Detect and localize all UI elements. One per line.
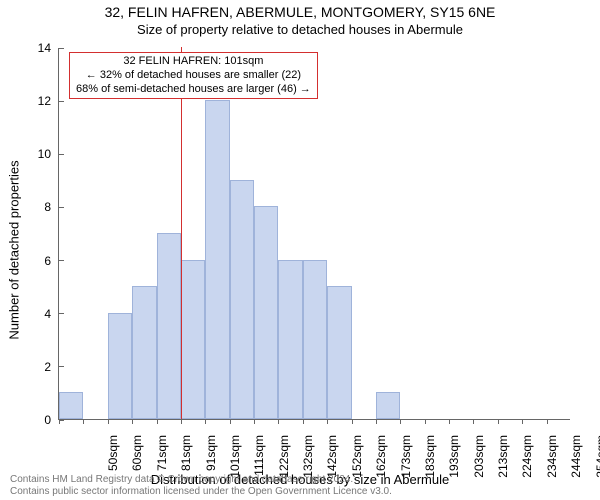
x-tick bbox=[108, 419, 109, 424]
x-tick bbox=[425, 419, 426, 424]
chart-container: 32, FELIN HAFREN, ABERMULE, MONTGOMERY, … bbox=[0, 0, 600, 500]
x-tick bbox=[181, 419, 182, 424]
histogram-bar bbox=[205, 100, 229, 419]
x-tick bbox=[449, 419, 450, 424]
histogram-bar bbox=[157, 233, 181, 419]
x-tick bbox=[230, 419, 231, 424]
x-tick bbox=[59, 419, 60, 424]
y-tick-label: 10 bbox=[38, 147, 59, 161]
y-tick bbox=[59, 366, 64, 367]
footer-line1: Contains HM Land Registry data © Crown c… bbox=[10, 474, 392, 486]
y-tick-label: 8 bbox=[44, 200, 59, 214]
footer-line2: Contains public sector information licen… bbox=[10, 486, 392, 498]
x-tick bbox=[132, 419, 133, 424]
y-tick bbox=[59, 101, 64, 102]
histogram-bar bbox=[230, 180, 254, 419]
footer: Contains HM Land Registry data © Crown c… bbox=[10, 474, 392, 498]
y-tick-label: 12 bbox=[38, 94, 59, 108]
plot-area: 0246810121450sqm60sqm71sqm81sqm91sqm101s… bbox=[58, 48, 570, 420]
histogram-bar bbox=[181, 260, 205, 419]
y-tick-label: 14 bbox=[38, 41, 59, 55]
y-tick-label: 4 bbox=[44, 307, 59, 321]
x-tick bbox=[327, 419, 328, 424]
x-tick bbox=[157, 419, 158, 424]
histogram-bar bbox=[278, 260, 302, 419]
annotation-line: 32 FELIN HAFREN: 101sqm bbox=[76, 55, 311, 69]
x-tick bbox=[83, 419, 84, 424]
annotation-line: ← 32% of detached houses are smaller (22… bbox=[76, 69, 311, 83]
histogram-bar bbox=[303, 260, 327, 419]
histogram-bar bbox=[254, 206, 278, 419]
annotation-line: 68% of semi-detached houses are larger (… bbox=[76, 83, 311, 97]
x-tick bbox=[473, 419, 474, 424]
title-line2: Size of property relative to detached ho… bbox=[0, 22, 600, 38]
x-tick bbox=[278, 419, 279, 424]
y-tick bbox=[59, 154, 64, 155]
histogram-bar bbox=[132, 286, 156, 419]
title-block: 32, FELIN HAFREN, ABERMULE, MONTGOMERY, … bbox=[0, 0, 600, 38]
y-tick-label: 2 bbox=[44, 360, 59, 374]
histogram-bar bbox=[59, 392, 83, 419]
x-tick bbox=[205, 419, 206, 424]
histogram-bar bbox=[108, 313, 132, 419]
x-tick bbox=[376, 419, 377, 424]
y-axis-label: Number of detached properties bbox=[7, 160, 22, 339]
y-tick bbox=[59, 48, 64, 49]
x-tick bbox=[498, 419, 499, 424]
x-tick bbox=[522, 419, 523, 424]
x-tick bbox=[400, 419, 401, 424]
y-tick bbox=[59, 207, 64, 208]
histogram-bar bbox=[376, 392, 400, 419]
x-tick bbox=[254, 419, 255, 424]
x-tick bbox=[352, 419, 353, 424]
y-tick bbox=[59, 313, 64, 314]
annotation-box: 32 FELIN HAFREN: 101sqm← 32% of detached… bbox=[69, 52, 318, 99]
y-tick-label: 0 bbox=[44, 413, 59, 427]
y-tick-label: 6 bbox=[44, 254, 59, 268]
marker-line bbox=[181, 47, 182, 419]
histogram-bar bbox=[327, 286, 351, 419]
title-line1: 32, FELIN HAFREN, ABERMULE, MONTGOMERY, … bbox=[0, 4, 600, 22]
x-tick bbox=[547, 419, 548, 424]
y-tick bbox=[59, 260, 64, 261]
x-tick bbox=[303, 419, 304, 424]
